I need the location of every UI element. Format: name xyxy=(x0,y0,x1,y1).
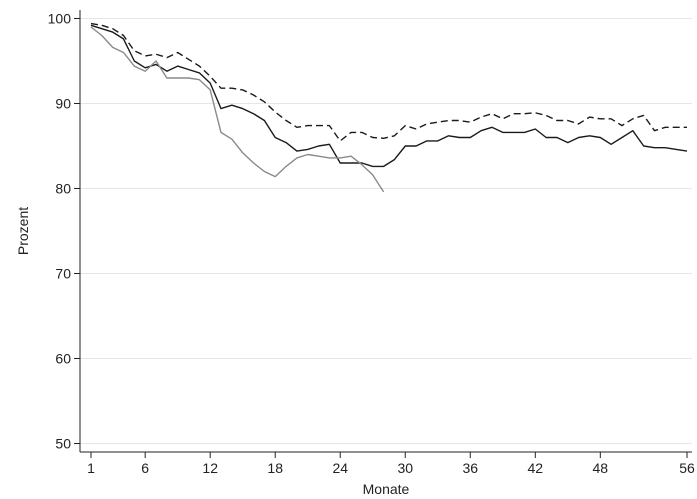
x-axis-title: Monate xyxy=(363,481,410,497)
x-tick-label: 36 xyxy=(462,460,478,476)
x-tick-label: 42 xyxy=(528,460,544,476)
x-tick-label: 1 xyxy=(87,460,95,476)
x-tick-label: 24 xyxy=(332,460,348,476)
tick-marks: 50 60 70 80 90 100 1 6 12 18 24 30 36 42 48 56 xyxy=(48,11,695,477)
x-tick-label: 18 xyxy=(267,460,283,476)
y-axis-title: Prozent xyxy=(15,207,31,255)
series-lines xyxy=(90,22,688,193)
y-tick-label: 90 xyxy=(55,96,71,112)
y-tick-label: 100 xyxy=(48,11,72,27)
series-line-1-dashed xyxy=(90,22,687,142)
y-tick-label: 60 xyxy=(55,351,71,367)
x-tick-label: 56 xyxy=(679,460,695,476)
x-tick-label: 6 xyxy=(141,460,149,476)
axes xyxy=(79,10,692,453)
x-tick-label: 48 xyxy=(593,460,609,476)
y-tick-label: 50 xyxy=(55,436,71,452)
y-tick-label: 70 xyxy=(55,266,71,282)
grid-lines xyxy=(80,18,692,444)
x-tick-label: 12 xyxy=(202,460,218,476)
y-tick-label: 80 xyxy=(55,181,71,197)
series-line-3-solid xyxy=(90,26,385,193)
x-tick-label: 30 xyxy=(397,460,413,476)
series-line-2-solid xyxy=(90,24,688,168)
